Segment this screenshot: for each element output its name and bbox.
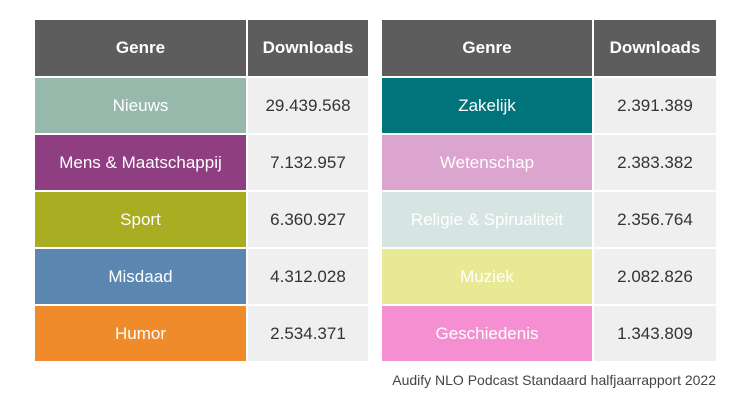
header-genre: Genre: [382, 20, 592, 76]
genre-cell: Zakelijk: [382, 76, 592, 133]
downloads-cell: 29.439.568: [246, 76, 368, 133]
downloads-cell: 1.343.809: [592, 304, 716, 361]
source-caption: Audify NLO Podcast Standaard halfjaarrap…: [392, 372, 716, 388]
downloads-cell: 2.356.764: [592, 190, 716, 247]
genre-cell: Nieuws: [35, 76, 246, 133]
genre-cell: Humor: [35, 304, 246, 361]
genre-cell: Wetenschap: [382, 133, 592, 190]
genre-cell: Mens & Maatschappij: [35, 133, 246, 190]
header-downloads: Downloads: [592, 20, 716, 76]
downloads-cell: 2.391.389: [592, 76, 716, 133]
genre-cell: Misdaad: [35, 247, 246, 304]
downloads-cell: 6.360.927: [246, 190, 368, 247]
genre-table-right: Genre Downloads Zakelijk 2.391.389 Wetenscha…: [382, 20, 716, 361]
genre-cell: Sport: [35, 190, 246, 247]
header-genre: Genre: [35, 20, 246, 76]
downloads-cell: 7.132.957: [246, 133, 368, 190]
header-downloads: Downloads: [246, 20, 368, 76]
downloads-cell: 2.082.826: [592, 247, 716, 304]
genre-cell: Muziek: [382, 247, 592, 304]
downloads-cell: 4.312.028: [246, 247, 368, 304]
genre-table-left: Genre Downloads Nieuws 29.439.568 Mens & Maa…: [35, 20, 368, 361]
genre-cell: Religie & Spirualiteit: [382, 190, 592, 247]
genre-cell: Geschiedenis: [382, 304, 592, 361]
downloads-cell: 2.534.371: [246, 304, 368, 361]
downloads-cell: 2.383.382: [592, 133, 716, 190]
